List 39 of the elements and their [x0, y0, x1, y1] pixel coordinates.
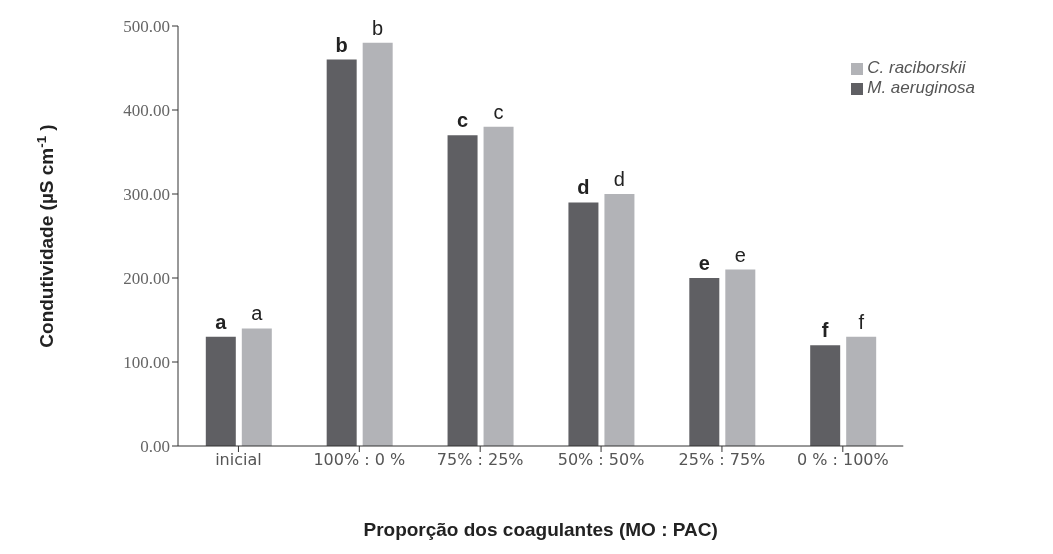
x-tick-label: 50% : 50% [557, 450, 645, 470]
x-axis-title: Proporção dos coagulantes (MO : PAC) [363, 519, 718, 540]
annotation: c [456, 109, 469, 132]
bar [362, 42, 393, 446]
annotation: f [821, 319, 829, 342]
y-tick-label: 200.00 [123, 269, 170, 289]
bar [725, 269, 756, 446]
annotation: b [335, 33, 348, 56]
bar [810, 345, 841, 446]
bar [483, 126, 514, 446]
bar [326, 59, 357, 446]
legend-label: M. aeruginosa [867, 78, 975, 97]
y-tick-label: 500.00 [123, 17, 170, 37]
x-tick-label: 25% : 75% [678, 450, 766, 470]
annotation: a [251, 302, 264, 325]
annotation: d [577, 176, 590, 199]
annotation: d [613, 168, 625, 190]
annotation: e [698, 252, 710, 274]
x-tick-label: 75% : 25% [436, 450, 524, 470]
bar [689, 278, 720, 446]
annotation: f [858, 310, 865, 333]
x-tick-label: 0 % : 100% [796, 450, 889, 470]
y-tick-label: 400.00 [123, 101, 170, 121]
annotation: c [493, 100, 504, 123]
y-tick-label: 0.00 [140, 437, 170, 457]
bar [447, 135, 478, 446]
annotation: b [372, 16, 384, 39]
bar [604, 194, 635, 446]
legend-label: C. raciborskii [867, 58, 966, 77]
annotation: a [215, 310, 228, 333]
bar [568, 202, 599, 446]
annotation: e [734, 243, 746, 266]
y-tick-label: 100.00 [123, 353, 170, 373]
x-tick-label: 100% : 0 % [313, 450, 406, 470]
bar [205, 336, 236, 446]
bar [846, 336, 877, 446]
bar [241, 328, 272, 446]
x-tick-label: inicial [215, 450, 262, 470]
y-tick-label: 300.00 [123, 185, 170, 205]
